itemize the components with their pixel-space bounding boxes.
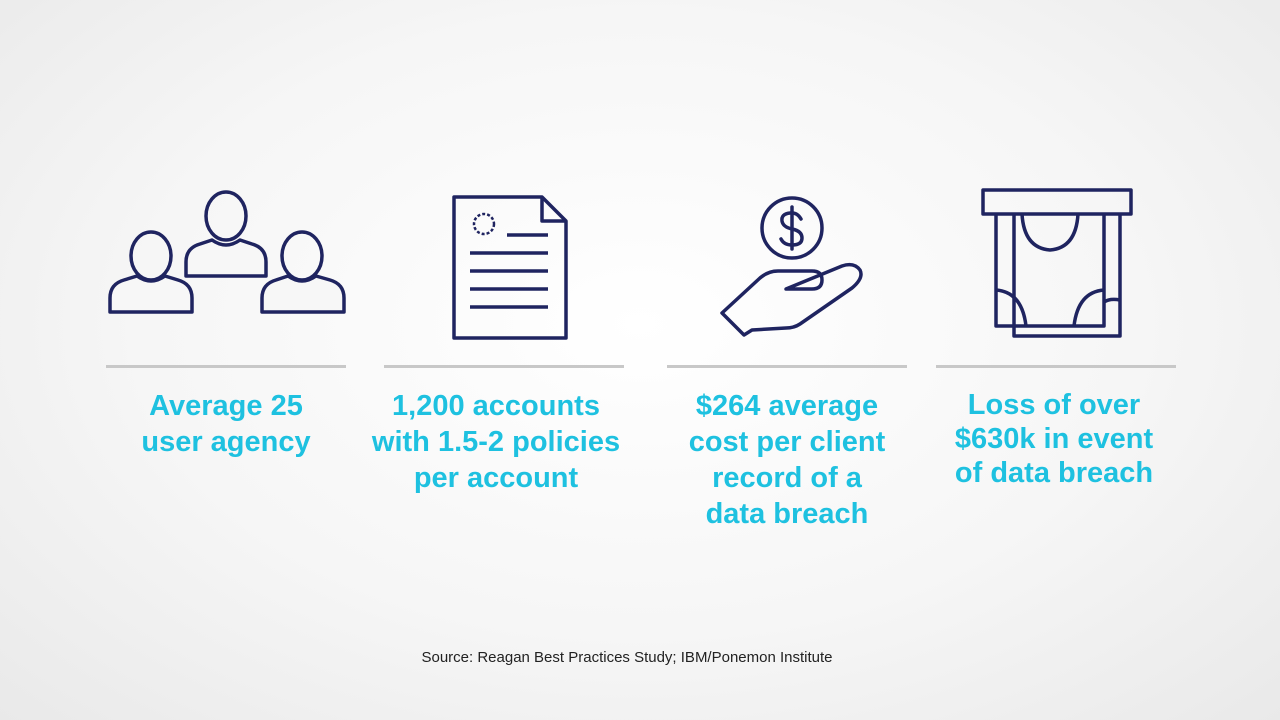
stat-line: $264 average [695,390,879,422]
source-citation: Source: Reagan Best Practices Study; IBM… [421,649,833,666]
stat-text: Average 25 user agency [106,388,346,460]
divider-rule [667,365,907,368]
stat-text: 1,200 accounts with 1.5-2 policies per a… [354,388,638,496]
divider-rule [384,365,624,368]
stat-line: $630k in event [954,423,1154,455]
stat-line: of data breach [954,457,1154,489]
divider-rule [106,365,346,368]
stat-line: 1,200 accounts [392,390,600,422]
stat-line: cost per client [688,426,886,458]
stat-text: Loss of over $630k in event of data brea… [924,388,1184,490]
stat-line: record of a [712,462,862,494]
stat-line: data breach [705,498,869,530]
stat-line: with 1.5-2 policies [371,426,621,458]
stat-line: Loss of over [967,389,1141,421]
stat-line: Average 25 [149,390,303,422]
stat-line: per account [413,462,579,494]
stat-line: user agency [141,426,311,458]
divider-rule [936,365,1176,368]
stat-text: $264 average cost per client record of a… [667,388,907,532]
